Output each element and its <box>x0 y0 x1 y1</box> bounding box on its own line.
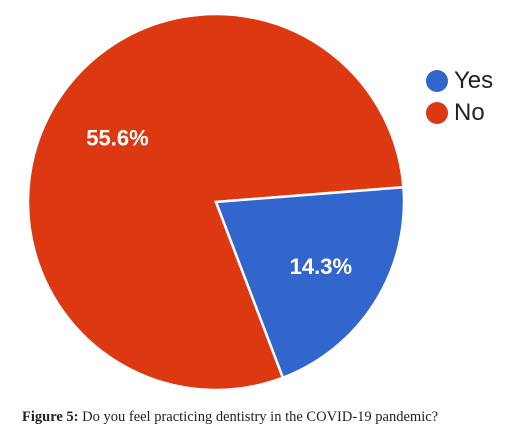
caption-lead: Figure 5: <box>22 409 79 425</box>
legend: Yes No <box>426 65 522 129</box>
pie-chart: 14.3% 55.6% <box>26 12 406 392</box>
legend-label-no: No <box>454 99 485 126</box>
legend-item-yes: Yes <box>426 65 522 97</box>
caption-text: Do you feel practicing dentistry in the … <box>78 409 439 425</box>
legend-label-yes: Yes <box>454 67 494 94</box>
pie-slice-yes <box>214 185 406 380</box>
pie-chart-svg: 14.3% 55.6% <box>26 12 406 392</box>
figure-caption: Figure 5: Do you feel practicing dentist… <box>22 409 517 426</box>
legend-swatch-yes <box>426 70 448 92</box>
data-label-yes: 14.3% <box>290 254 352 279</box>
legend-swatch-no <box>426 102 448 124</box>
data-label-no: 55.6% <box>86 125 148 150</box>
legend-item-no: No <box>426 97 522 129</box>
